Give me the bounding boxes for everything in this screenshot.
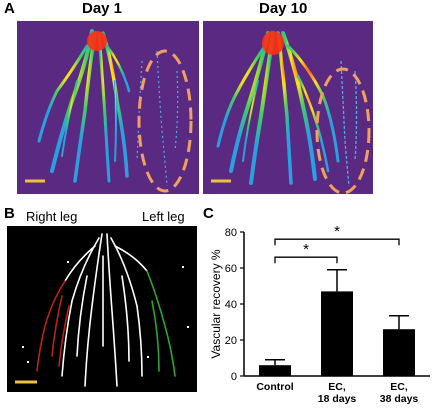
day1-title: Day 1 (82, 0, 123, 17)
y-axis-label: Vascular recovery % (209, 249, 223, 358)
y-tick-label: 60 (225, 263, 237, 275)
day1-perfusion-image (17, 21, 199, 194)
significance-star-0: * (303, 241, 309, 258)
day10-ischemic-region-ellipse (315, 67, 371, 194)
left-leg-label: Left leg (142, 209, 185, 224)
panel-a-letter: A (4, 0, 15, 17)
x-tick-label: Control (256, 381, 293, 393)
day1-faint-vessels (136, 50, 179, 187)
y-tick-label: 20 (225, 335, 237, 347)
white-vessel-tracing (61, 233, 148, 387)
bar-2 (383, 329, 415, 376)
day10-faint-vessels (340, 60, 358, 187)
y-tick-label: 80 (225, 227, 237, 239)
day10-title: Day 10 (259, 0, 308, 17)
significance-bracket-0 (274, 256, 338, 264)
red-vessel-tracing (36, 280, 70, 372)
significance-bracket-1 (274, 238, 400, 246)
x-tick-label: 18 days (318, 393, 357, 405)
right-leg-label: Right leg (26, 209, 78, 224)
bar-0 (259, 365, 291, 376)
x-tick-label: EC, (328, 381, 346, 393)
y-tick-label: 0 (231, 371, 237, 383)
significance-star-1: * (334, 223, 340, 240)
y-tick-label: 40 (225, 299, 237, 311)
x-tick-label: EC, (390, 381, 408, 393)
green-vessel-tracing (146, 270, 176, 377)
day1-ischemic-region-ellipse (137, 49, 193, 193)
x-tick-label: 38 days (380, 393, 419, 405)
scattered-dots (22, 261, 189, 363)
day10-perfusion-image (203, 21, 373, 194)
bar-1 (321, 291, 353, 376)
panel-b-letter: B (4, 205, 15, 222)
vessel-tracing-image (7, 226, 197, 392)
day1-vessels (37, 29, 131, 183)
panel-c-letter: C (203, 205, 214, 222)
